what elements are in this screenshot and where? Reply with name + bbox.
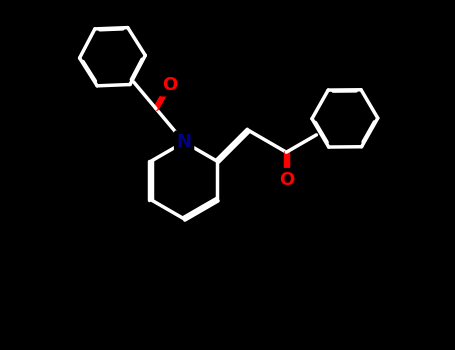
- Text: O: O: [279, 170, 294, 189]
- Text: O: O: [162, 76, 177, 94]
- Text: N: N: [177, 133, 192, 151]
